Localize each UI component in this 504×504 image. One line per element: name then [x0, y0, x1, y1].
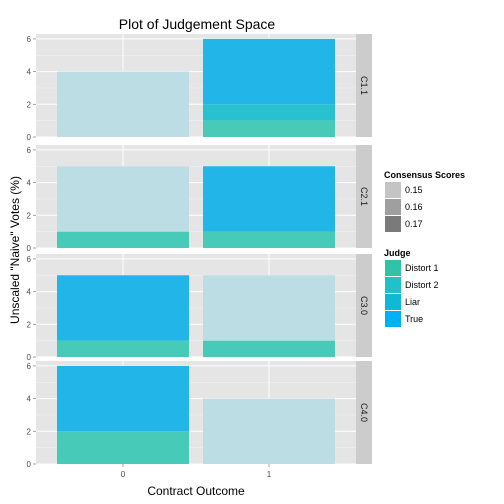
facet-strip-label: C4.0	[359, 403, 369, 422]
y-tick-label: 4	[27, 395, 32, 404]
facet-strip	[356, 145, 372, 248]
bar-segment-distort-1	[57, 231, 189, 248]
legends: Consensus Scores 0.15 0.16 0.17 Judge Distort…	[384, 170, 465, 328]
chart-title: Plot of Judgement Space	[119, 16, 276, 32]
legend-0: Consensus Scores 0.15 0.16 0.17	[384, 170, 465, 233]
bar-segment-distort-1	[57, 431, 189, 464]
facet-strip-label: C1.1	[359, 76, 369, 95]
bar-segment-true	[57, 365, 189, 432]
y-tick-label: 2	[27, 100, 32, 109]
x-tick-label: 0	[121, 470, 126, 479]
x-tick-label: 1	[267, 470, 272, 479]
legend-key	[385, 311, 401, 327]
facet-panel-C2.1: 0 2 4 6 C2.1	[27, 145, 372, 253]
y-tick-label: 0	[27, 133, 32, 142]
legend-label: 0.17	[405, 219, 423, 229]
facet-panels: 0 2 4 6 C1.1 0 2 4 6 C2.1 0 2 4 6 C3.0 0 2 4 6 C4.0	[27, 34, 372, 469]
bar-segment-liar	[203, 398, 335, 464]
facet-panel-C4.0: 0 2 4 6 C4.0	[27, 361, 372, 469]
legend-key	[385, 294, 401, 310]
bar-segment-liar	[57, 166, 189, 232]
bar-segment-distort-1	[203, 120, 335, 137]
y-tick-label: 6	[27, 146, 32, 155]
legend-label: 0.15	[405, 185, 423, 195]
y-tick-label: 4	[27, 179, 32, 188]
legend-label: Distort 1	[405, 263, 439, 273]
facet-panel-C1.1: 0 2 4 6 C1.1	[27, 34, 372, 142]
facet-strip-label: C2.1	[359, 187, 369, 206]
facet-strip	[356, 361, 372, 464]
legend-key	[385, 199, 401, 215]
bar-segment-liar	[203, 275, 335, 341]
bar-segment-distort-2	[203, 104, 335, 121]
legend-label: Distort 2	[405, 280, 439, 290]
legend-label: 0.16	[405, 202, 423, 212]
y-tick-label: 6	[27, 35, 32, 44]
y-tick-label: 4	[27, 288, 32, 297]
y-tick-label: 0	[27, 353, 32, 362]
legend-key	[385, 260, 401, 276]
legend-key	[385, 216, 401, 232]
bar-segment-true	[203, 38, 335, 105]
facet-strip-label: C3.0	[359, 296, 369, 315]
bar-segment-distort-1	[203, 340, 335, 357]
legend-key	[385, 182, 401, 198]
facet-strip	[356, 34, 372, 137]
legend-title: Judge	[384, 248, 411, 258]
y-tick-label: 6	[27, 255, 32, 264]
y-tick-label: 0	[27, 460, 32, 469]
y-tick-label: 4	[27, 68, 32, 77]
y-axis-title: Unscaled "Naive" Votes (%)	[8, 176, 22, 324]
y-tick-label: 6	[27, 362, 32, 371]
facet-strip	[356, 254, 372, 357]
legend-title: Consensus Scores	[384, 170, 465, 180]
bar-segment-distort-1	[57, 340, 189, 357]
y-tick-label: 2	[27, 211, 32, 220]
legend-key	[385, 277, 401, 293]
facet-panel-C3.0: 0 2 4 6 C3.0	[27, 254, 372, 362]
bar-segment-true	[57, 275, 189, 341]
x-axis-title: Contract Outcome	[147, 484, 245, 498]
bar-segment-true	[203, 166, 335, 232]
legend-label: Liar	[405, 297, 420, 307]
y-tick-label: 0	[27, 244, 32, 253]
legend-label: True	[405, 314, 423, 324]
y-tick-label: 2	[27, 427, 32, 436]
bar-segment-distort-1	[203, 231, 335, 248]
y-tick-label: 2	[27, 320, 32, 329]
legend-1: Judge Distort 1 Distort 2 Liar True	[384, 248, 439, 328]
bar-segment-liar	[57, 71, 189, 137]
